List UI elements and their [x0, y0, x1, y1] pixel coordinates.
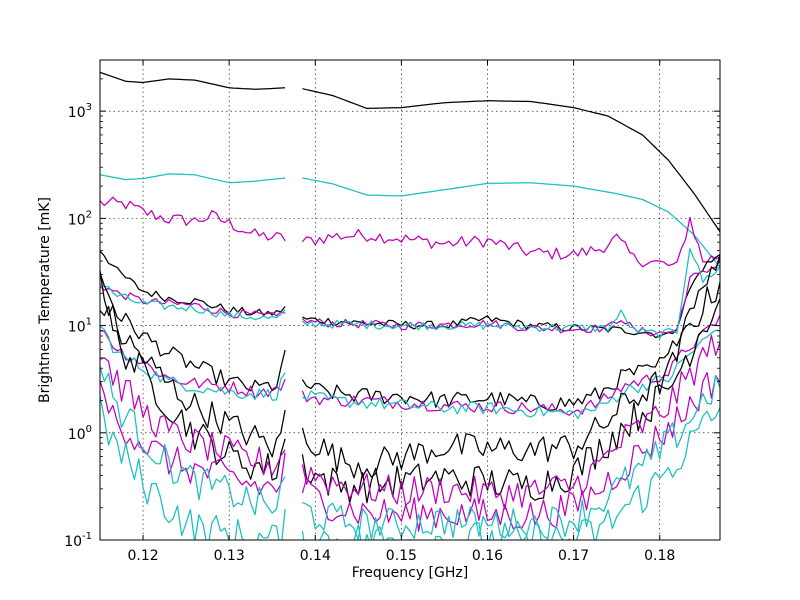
y-tick-label: 103: [68, 102, 92, 121]
y-tick-label: 10-1: [64, 531, 92, 550]
series-line-1: [302, 177, 720, 268]
y-tick-label-exponent: 1: [86, 317, 92, 328]
series-line-9: [100, 270, 286, 458]
y-tick-label-base: 10: [64, 534, 82, 550]
series-line-4: [100, 285, 286, 319]
series-line-2: [100, 196, 286, 242]
series-line-6: [100, 272, 286, 392]
y-tick-label-base: 10: [68, 427, 86, 443]
x-tick-label: 0.13: [214, 548, 245, 564]
x-tick-label: 0.16: [472, 548, 503, 564]
series-line-14: [100, 395, 286, 540]
y-tick-label-base: 10: [68, 105, 86, 121]
series-line-0: [100, 71, 286, 90]
y-tick-label-base: 10: [68, 212, 86, 228]
series-line-12: [100, 380, 286, 496]
plot-frame: [99, 59, 721, 541]
series-line-1: [100, 173, 286, 184]
y-tick-label: 100: [68, 424, 92, 443]
series-line-5: [301, 248, 720, 340]
series-line-3: [100, 250, 286, 317]
grid-lines: [100, 60, 720, 541]
series-line-11: [100, 357, 286, 476]
series-line-9: [301, 281, 720, 479]
series-line-14: [301, 407, 720, 540]
y-tick-label-base: 10: [68, 320, 86, 336]
x-axis-title: Frequency [GHz]: [352, 565, 468, 581]
y-tick-label: 101: [68, 317, 92, 336]
series-line-10: [301, 298, 720, 504]
y-tick-label-exponent: 3: [86, 102, 92, 113]
series-line-0: [302, 88, 720, 233]
series-line-13: [302, 374, 720, 540]
y-tick-label: 102: [68, 209, 92, 228]
axis-ticks: 0.12 0.13 0.14 0.15 0.16 0.17 0.1810-110010110…: [64, 59, 720, 564]
series-lines: [100, 71, 720, 540]
x-tick-label: 0.15: [386, 548, 417, 564]
y-tick-label-exponent: 0: [86, 424, 92, 435]
series-line-13: [100, 366, 286, 516]
series-line-11: [301, 334, 720, 510]
series-line-5: [100, 283, 286, 321]
y-tick-label-exponent: -1: [82, 531, 92, 542]
series-line-2: [301, 216, 720, 268]
series-line-3: [302, 253, 720, 339]
y-tick-label-exponent: 2: [86, 209, 92, 220]
x-tick-label: 0.18: [644, 548, 675, 564]
x-tick-label: 0.12: [127, 548, 158, 564]
x-tick-label: 0.17: [558, 548, 589, 564]
x-tick-label: 0.14: [300, 548, 331, 564]
y-axis-title: Brightness Temperature [mK]: [37, 197, 53, 403]
